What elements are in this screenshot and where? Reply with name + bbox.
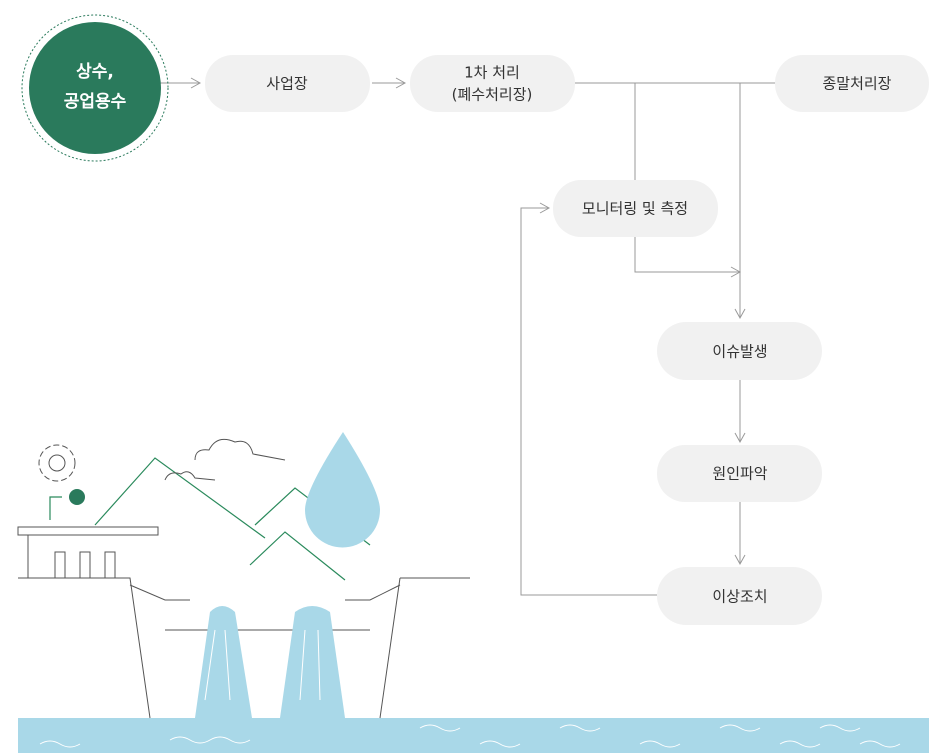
node-label: 이슈발생 xyxy=(712,343,767,361)
node-label: 상수, xyxy=(76,62,114,82)
start-circle xyxy=(29,22,161,154)
node-label: 이상조치 xyxy=(712,588,767,606)
node-label: 종말처리장 xyxy=(822,75,891,93)
diagram: 상수, 공업용수 사업장 1차 처리 (폐수처리장) 종말처리장 모니터링 및 … xyxy=(0,0,929,753)
node-label: (폐수처리장) xyxy=(452,86,533,104)
node-label: 사업장 xyxy=(266,75,308,93)
node-label: 1차 처리 xyxy=(464,64,520,82)
node-label: 원인파악 xyxy=(712,465,767,483)
node-label: 모니터링 및 측정 xyxy=(582,200,688,218)
node-label: 공업용수 xyxy=(64,92,127,112)
